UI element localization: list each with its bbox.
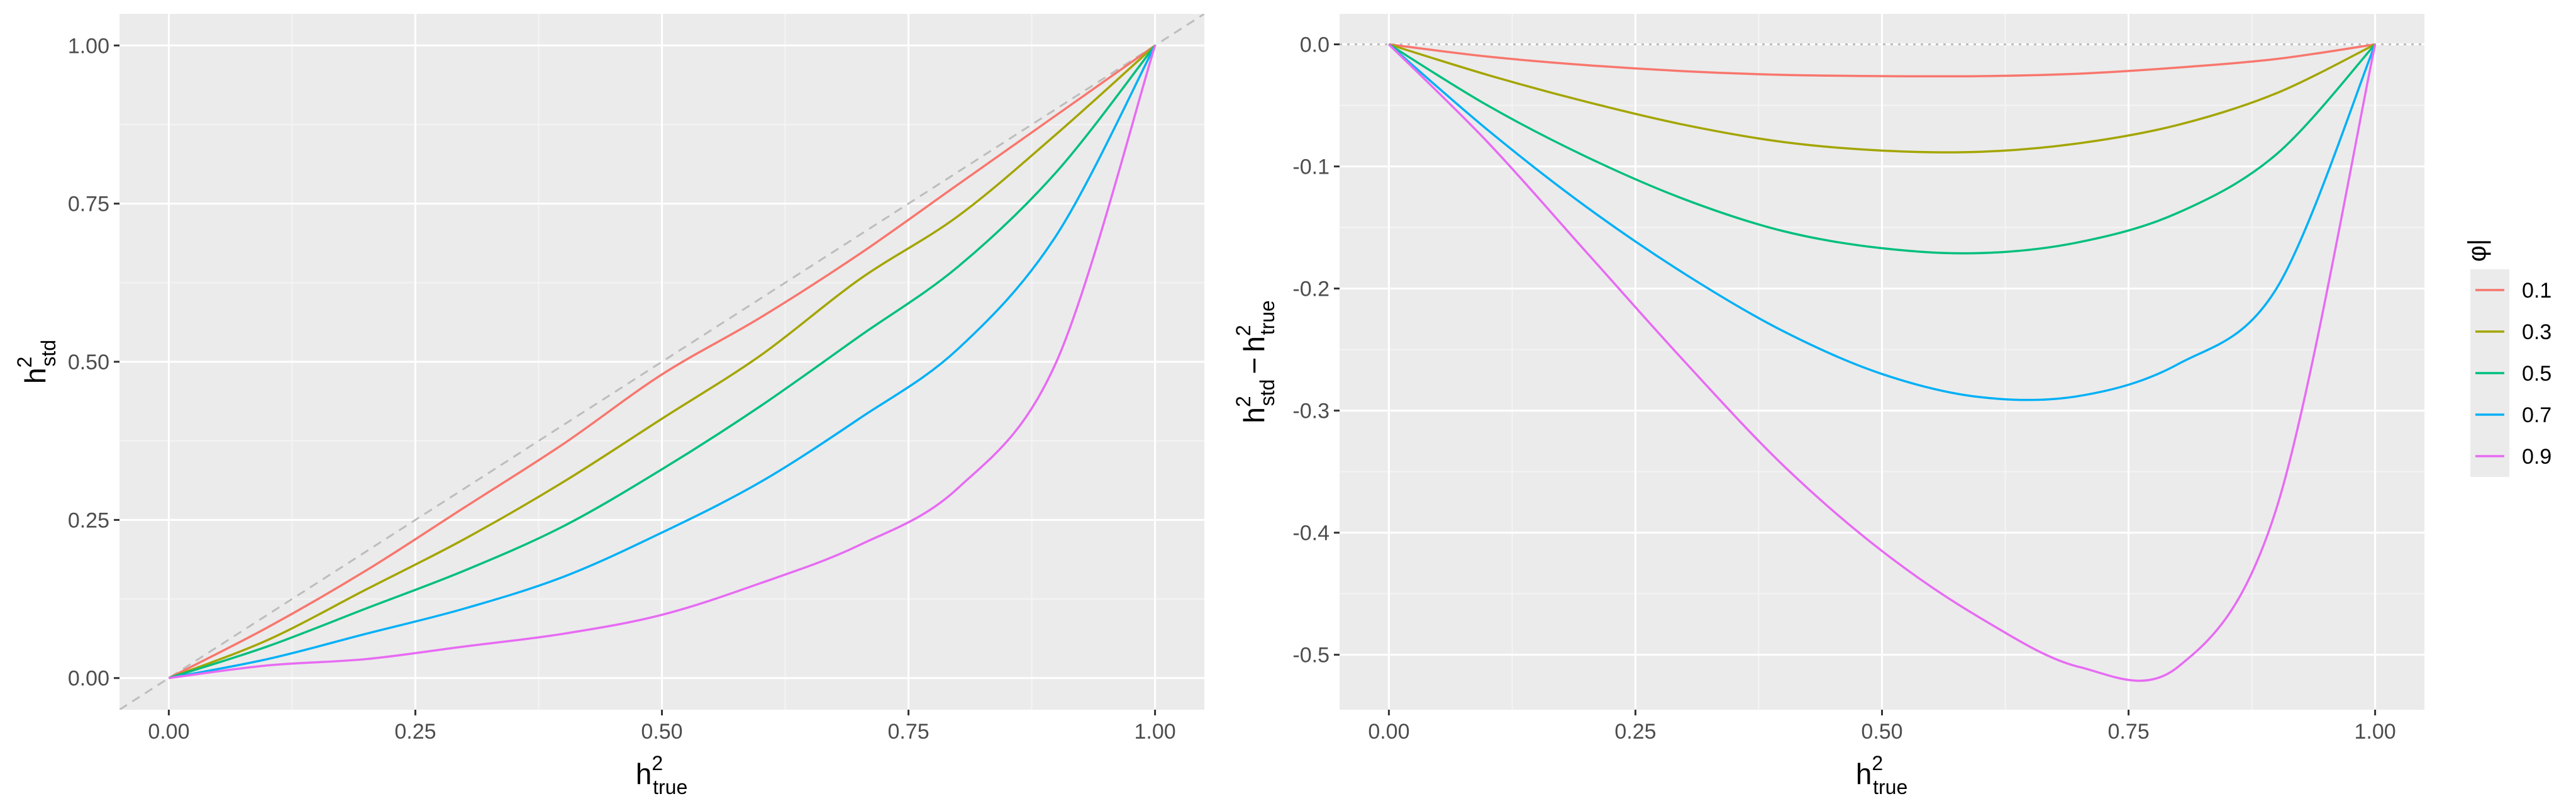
series-line-0-1 [168,44,1156,680]
y-axis-title-sub: std [37,340,60,367]
x-axis-title-sub: true [1873,776,1907,798]
y-tick-label: -0.4 [1292,522,1330,545]
y-axis-title-sub: true [1256,300,1279,335]
x-tick-label: 1.00 [2354,720,2396,744]
x-tick-label: 0.25 [1614,720,1656,744]
x-tick-label: 1.00 [1134,720,1175,744]
y-tick-label: 0.50 [68,350,109,374]
legend-label: 0.7 [2522,403,2551,427]
y-tick-label: 0.75 [68,193,109,216]
legend-label: 0.3 [2522,320,2551,344]
series-line-0-7 [1388,43,2377,401]
series-line-0-9 [169,45,1157,680]
x-tick-label: 0.25 [394,720,436,744]
y-tick-label: -0.1 [1292,155,1330,179]
y-axis-title-sup: 2 [1232,396,1255,407]
series-line-0-5 [1388,43,2376,255]
identity-reference-line [119,14,1204,710]
y-tick-label: 0.00 [68,667,109,691]
x-axis-title: h2 true [1856,752,1908,798]
series-line-0-3 [168,44,1156,680]
right-chart-panel: 0.00 0.25 0.50 0.75 1.00 0.0 -0.1 -0.2 -0.3 -0.4 -… [1232,14,2424,798]
x-axis-title-sup: 2 [1872,752,1883,775]
y-axis-title: h2std [13,340,60,384]
x-tick-label: 0.75 [2107,720,2149,744]
x-tick-label: 0.00 [1368,720,1409,744]
y-tick-label: 1.00 [68,34,109,58]
legend-label: 0.1 [2522,279,2551,303]
x-axis-title: h2 true [636,752,688,798]
legend-label: 0.5 [2522,362,2551,386]
y-axis-title-main: h [19,367,52,384]
y-axis-title-sup: 2 [13,357,36,368]
x-axis-title-sub: true [653,776,687,798]
x-axis-title-main: h [1856,758,1872,790]
series-line-0-5 [168,45,1156,680]
series-line-0-1 [1389,43,2375,78]
x-axis-title-main: h [636,758,652,790]
series-line-0-3 [1388,43,2376,154]
y-tick-label: 0.0 [1300,33,1330,57]
legend-label: 0.9 [2522,445,2551,469]
legend: φ| 0.1 0.3 0.5 0.7 0.9 [2463,239,2551,477]
y-tick-label: -0.5 [1292,644,1330,668]
x-axis-title-sup: 2 [652,752,663,775]
legend-title: φ| [2463,239,2491,262]
y-axis-title-sub: std [1256,379,1279,406]
y-axis-title-sup: 2 [1232,325,1255,336]
left-chart-panel: 0.00 0.25 0.50 0.75 1.00 0.00 0.25 0.50 0.75 1.00… [13,14,1204,798]
y-axis-title-main: h [1238,336,1270,352]
x-tick-label: 0.75 [887,720,929,744]
y-axis-title: h2std−h2true [1232,300,1279,423]
x-tick-label: 0.00 [148,720,189,744]
y-axis-title-operator: − [1238,357,1270,374]
y-tick-label: -0.3 [1292,400,1330,423]
y-tick-label: -0.2 [1292,277,1330,301]
series-line-0-9 [1388,43,2377,682]
y-tick-label: 0.25 [68,508,109,532]
x-tick-label: 0.50 [641,720,682,744]
x-tick-label: 0.50 [1861,720,1902,744]
series-line-0-7 [169,45,1157,680]
y-axis-title-main: h [1238,407,1270,423]
